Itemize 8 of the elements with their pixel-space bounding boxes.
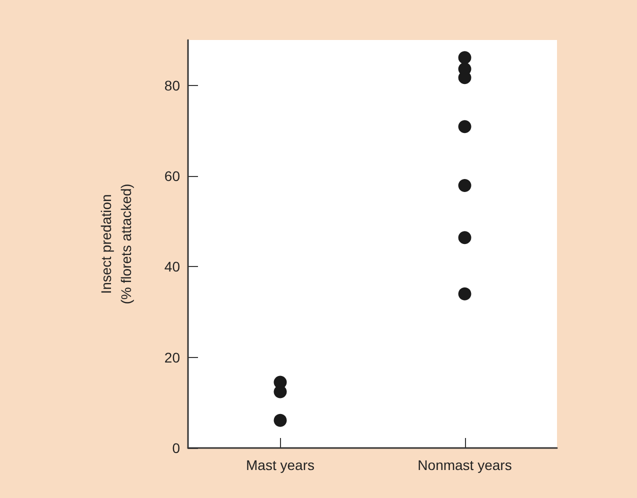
y-tick-label: 60: [164, 168, 180, 184]
y-tick-label: 20: [164, 349, 180, 366]
x-tick-label: Mast years: [246, 457, 314, 473]
y-tick-label: 0: [172, 440, 180, 456]
y-tick-label: 40: [164, 258, 180, 275]
x-tick-label: Nonmast years: [418, 457, 512, 473]
y-tick-label: 80: [164, 77, 180, 94]
y-axis-title: Insect predation (% florets attacked): [98, 184, 134, 304]
